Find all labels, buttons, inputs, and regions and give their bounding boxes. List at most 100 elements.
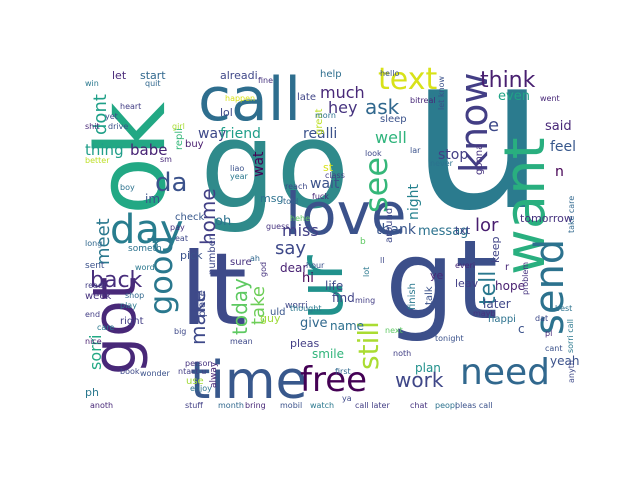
word-start: start xyxy=(140,69,166,82)
word-plan: plan xyxy=(415,361,441,375)
word-heart: heart xyxy=(120,102,142,111)
word-check: check xyxy=(175,212,205,223)
word-yet: yet xyxy=(105,112,118,121)
word-said: said xyxy=(545,119,572,134)
word-guy: guy xyxy=(260,312,281,325)
word-today: today xyxy=(228,278,252,335)
word-person: person xyxy=(185,359,213,368)
word-let: let xyxy=(112,69,127,82)
word-yeah: yeah xyxy=(550,354,580,368)
word-big: big xyxy=(174,327,187,336)
word-ntact-u: ntact u xyxy=(178,367,207,376)
word-pay: pay xyxy=(170,223,185,232)
word-sleep: sleep xyxy=(380,114,407,125)
word-call: call xyxy=(198,65,302,135)
word-hehe: hehe xyxy=(290,214,310,223)
word-ah: ah xyxy=(250,254,260,263)
word-night: night xyxy=(406,183,422,220)
word-msg: msg xyxy=(260,192,284,205)
word-e: e xyxy=(488,115,500,136)
word-friend: friend xyxy=(220,126,261,142)
word-enjoy: enjoy xyxy=(190,384,212,393)
word-work: work xyxy=(395,368,444,392)
word-pleas: pleas xyxy=(290,337,320,350)
word-ming: ming xyxy=(355,296,376,305)
word-lot: lot xyxy=(362,266,371,277)
word-sure: sure xyxy=(230,257,252,268)
word-drive: drive xyxy=(108,122,129,131)
word-messag: messag xyxy=(418,224,469,239)
word-hello: hello xyxy=(380,69,400,78)
word-life: life xyxy=(325,279,344,293)
word-cloud: u go gt lt ok call got ur love want time day send kno… xyxy=(80,65,580,415)
word-hope: hope xyxy=(495,279,525,293)
word-buy: buy xyxy=(185,139,204,150)
word-ph: ph xyxy=(85,386,99,399)
word-dat: dat xyxy=(535,314,549,323)
word-give: give xyxy=(300,316,328,331)
word-readi: readi xyxy=(85,281,106,290)
word-feel: feel xyxy=(550,139,577,155)
word-keep: keep xyxy=(489,236,502,264)
word-take-care: take care xyxy=(567,195,576,233)
word-god: god xyxy=(259,261,268,277)
word-hi: hi xyxy=(302,271,314,286)
word-word: word xyxy=(135,263,155,272)
word-anyth: anyth xyxy=(567,360,576,383)
word-gt: gt xyxy=(385,216,498,344)
word-hour: hour xyxy=(306,261,325,270)
word-morn: morn xyxy=(315,111,336,120)
word-guess: guess xyxy=(266,222,290,231)
word-pl: pl xyxy=(545,329,553,338)
word-late: late xyxy=(297,92,316,103)
word-dear: dear xyxy=(280,261,308,275)
word-thought: thought xyxy=(290,304,322,313)
word-u: u xyxy=(410,65,547,258)
word-liao: liao xyxy=(230,164,245,173)
word-well: well xyxy=(375,128,407,147)
word-sent: sent xyxy=(85,261,105,271)
word-eat: eat xyxy=(175,234,188,243)
word-noth: noth xyxy=(393,349,412,358)
word-happi: happi xyxy=(488,314,516,325)
word-smile: smile xyxy=(312,347,344,361)
word-better: better xyxy=(85,156,110,165)
word-quit: quit xyxy=(145,79,161,88)
word-uld: uld xyxy=(270,307,286,318)
word-shit: shit xyxy=(85,122,100,131)
word-next: next xyxy=(385,326,403,335)
word-fuck: fuck xyxy=(312,192,329,201)
word-mean: mean xyxy=(230,337,253,346)
word-lol: lol xyxy=(220,106,233,119)
word-babe: babe xyxy=(130,141,168,159)
word-ask: ask xyxy=(365,95,400,119)
word-bitreal: bitreal xyxy=(410,96,436,105)
word-alreadi: alreadi xyxy=(220,69,258,82)
word-talk: talk xyxy=(424,286,435,305)
word-im: im xyxy=(145,192,161,206)
word-year: year xyxy=(230,172,248,181)
word-thank: thank xyxy=(376,222,416,238)
word-love: love xyxy=(285,180,407,248)
word-lt: lt xyxy=(180,231,247,348)
word-everi: everi xyxy=(455,261,476,270)
word-wat: wat xyxy=(251,151,267,177)
word-ll: ll xyxy=(380,256,385,265)
word-st: st xyxy=(323,161,334,174)
word-stuff: stuff xyxy=(185,401,203,410)
word-first: first xyxy=(335,367,351,376)
word-ya: ya xyxy=(342,394,352,403)
word-week: week xyxy=(85,291,112,302)
word-much: much xyxy=(320,83,365,102)
word-bring: bring xyxy=(245,401,266,410)
word-find: find xyxy=(332,291,355,305)
word-wonder: wonder xyxy=(140,369,170,378)
word-someth: someth xyxy=(128,244,162,254)
word-da: da xyxy=(155,168,188,198)
word-repli: repli xyxy=(174,128,185,150)
word-cant: cant xyxy=(545,344,563,353)
word-reach: reach xyxy=(285,182,308,191)
word-call-later: call later xyxy=(355,401,390,410)
word-long: long xyxy=(85,239,103,248)
word-think: think xyxy=(480,68,536,93)
